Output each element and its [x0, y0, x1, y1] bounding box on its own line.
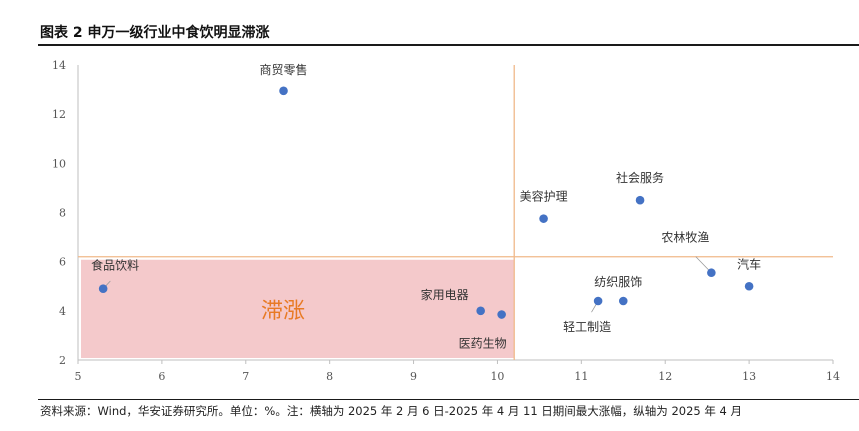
data-point-label: 食品饮料: [91, 258, 139, 273]
x-tick-label: 7: [242, 370, 249, 383]
data-point-label: 汽车: [737, 256, 761, 271]
x-tick-label: 14: [826, 370, 840, 383]
data-point: [98, 284, 108, 294]
chart-title: 图表 2 申万一级行业中食饮明显滞涨: [40, 25, 270, 41]
data-point-label: 美容护理: [520, 189, 568, 204]
data-point: [593, 296, 603, 306]
y-tick-label: 4: [59, 305, 66, 318]
data-point-label: 家用电器: [421, 287, 469, 302]
y-tick-label: 2: [59, 354, 66, 367]
data-point-label: 社会服务: [616, 170, 664, 185]
data-point: [476, 306, 485, 316]
data-point: [539, 214, 548, 223]
title-rule: [38, 44, 859, 46]
data-point: [279, 86, 288, 96]
data-point: [635, 195, 645, 205]
x-tick-label: 9: [410, 370, 417, 383]
y-tick-label: 14: [52, 59, 66, 72]
y-tick-label: 8: [59, 207, 66, 220]
x-tick-label: 13: [742, 370, 756, 383]
data-point-label: 医药生物: [459, 337, 507, 351]
data-point-label: 农林牧渔: [661, 231, 709, 245]
source-note: 资料来源：Wind，华安证券研究所。单位：%。注：横轴为 2025 年 2 月 …: [40, 404, 743, 418]
x-tick-label: 6: [158, 370, 165, 383]
data-point-label: 纺织服饰: [594, 275, 642, 289]
data-point: [497, 310, 506, 319]
x-tick-label: 11: [574, 370, 588, 383]
y-tick-label: 12: [52, 108, 66, 121]
y-tick-label: 10: [52, 157, 66, 170]
data-point: [618, 296, 628, 306]
x-tick-label: 12: [658, 370, 672, 383]
data-point-label: 轻工制造: [563, 320, 611, 334]
data-point-label: 商贸零售: [260, 62, 308, 77]
x-tick-label: 8: [326, 370, 333, 383]
data-point: [744, 281, 754, 291]
x-tick-label: 10: [490, 370, 504, 383]
x-tick-label: 5: [75, 370, 82, 383]
stagnation-zone: [81, 259, 515, 358]
footer-rule: [38, 399, 859, 400]
y-tick-label: 6: [59, 256, 66, 269]
data-point: [707, 268, 716, 278]
stagnation-zone-label: 滞涨: [261, 299, 305, 324]
